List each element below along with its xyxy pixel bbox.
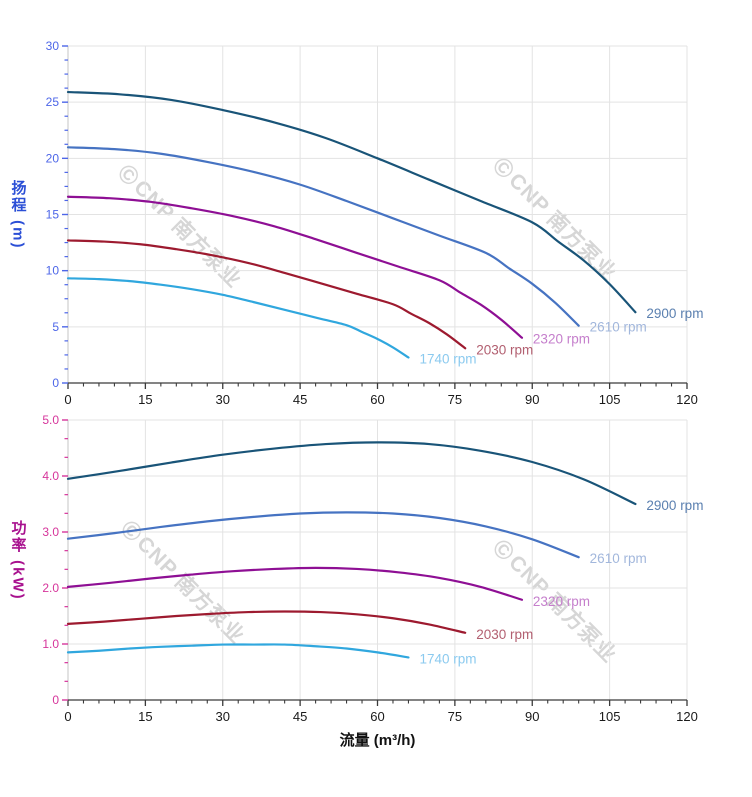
- series-label-2610-rpm: 2610 rpm: [590, 320, 647, 335]
- y-tick-label: 25: [46, 95, 60, 109]
- series-label-2900-rpm: 2900 rpm: [646, 306, 703, 321]
- x-tick-label: 0: [64, 709, 71, 724]
- series-label-1740-rpm: 1740 rpm: [419, 651, 476, 666]
- series-label-2320-rpm: 2320 rpm: [533, 594, 590, 609]
- x-tick-label: 30: [216, 709, 230, 724]
- x-tick-label: 120: [676, 392, 698, 407]
- series-label-2030-rpm: 2030 rpm: [476, 342, 533, 357]
- y-tick-label: 30: [46, 39, 60, 53]
- series-curve-2610-rpm: [66, 511, 580, 559]
- y-tick-label: 15: [46, 208, 60, 222]
- x-tick-label: 45: [293, 392, 307, 407]
- series-label-2610-rpm: 2610 rpm: [590, 551, 647, 566]
- x-tick-label: 15: [138, 392, 152, 407]
- x-tick-label: 105: [599, 392, 621, 407]
- series-label-2900-rpm: 2900 rpm: [646, 498, 703, 513]
- x-tick-label: 45: [293, 709, 307, 724]
- series-curve-2030-rpm: [66, 610, 467, 634]
- y-tick-label: 1.0: [42, 637, 59, 651]
- y-tick-label: 5.0: [42, 413, 59, 427]
- series-curve-2320-rpm: [66, 195, 524, 339]
- x-tick-label: 60: [370, 392, 384, 407]
- y-tick-label: 10: [46, 264, 60, 278]
- y-tick-label: 0: [52, 693, 59, 707]
- series-curve-2610-rpm: [66, 146, 580, 327]
- x-tick-label: 15: [138, 709, 152, 724]
- series-curve-1740-rpm: [66, 277, 410, 359]
- x-tick-label: 0: [64, 392, 71, 407]
- head-axis-title: 扬程 (m): [9, 179, 27, 250]
- y-tick-label: 0: [52, 376, 59, 390]
- x-tick-label: 90: [525, 709, 539, 724]
- x-tick-label: 120: [676, 709, 698, 724]
- series-curve-2320-rpm: [66, 566, 524, 601]
- power-axis-title: 功率 (kW): [9, 519, 27, 601]
- x-tick-label: 60: [370, 709, 384, 724]
- x-tick-label: 75: [448, 392, 462, 407]
- x-tick-label: 105: [599, 709, 621, 724]
- x-tick-label: 75: [448, 709, 462, 724]
- y-tick-label: 2.0: [42, 581, 59, 595]
- series-curve-1740-rpm: [66, 643, 410, 659]
- series-curve-2030-rpm: [66, 239, 467, 350]
- series-curve-2900-rpm: [66, 441, 637, 506]
- series-label-1740-rpm: 1740 rpm: [419, 352, 476, 367]
- series-label-2320-rpm: 2320 rpm: [533, 332, 590, 347]
- y-tick-label: 5: [52, 320, 59, 334]
- y-tick-label: 3.0: [42, 525, 59, 539]
- x-tick-label: 90: [525, 392, 539, 407]
- y-tick-label: 20: [46, 151, 60, 165]
- y-tick-label: 4.0: [42, 469, 59, 483]
- series-label-2030-rpm: 2030 rpm: [476, 627, 533, 642]
- series-curve-2900-rpm: [66, 90, 637, 314]
- flow-axis-title: 流量 (m³/h): [339, 732, 416, 749]
- x-tick-label: 30: [216, 392, 230, 407]
